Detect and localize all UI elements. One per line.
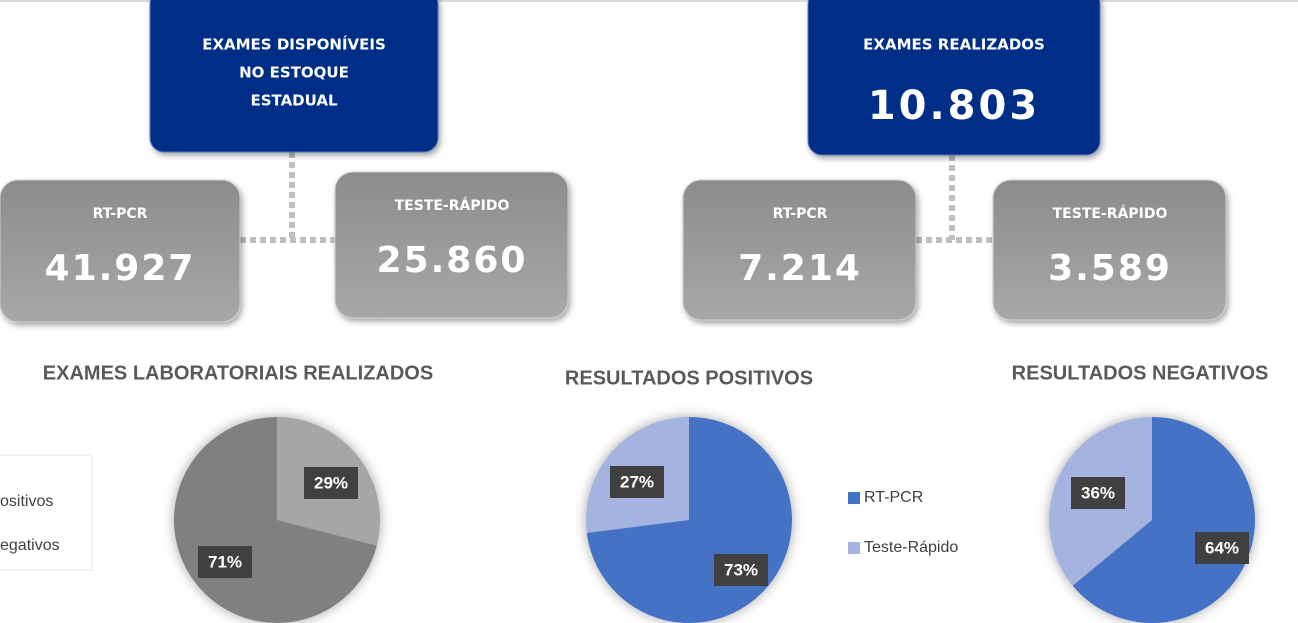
box-label: TESTE-RÁPIDO (1053, 205, 1168, 222)
charts: EXAMES LABORATORIAIS REALIZADOS 29% 71% osi… (0, 362, 1268, 623)
box: RT-PCR 7.214 (682, 179, 917, 321)
pie-slice (1072, 417, 1255, 623)
label-bg (610, 466, 664, 498)
box-value: 41.927 (45, 248, 196, 289)
value-label: 36% (1081, 483, 1115, 502)
pie (1049, 417, 1255, 623)
box: TESTE-RÁPIDO 3.589 (992, 179, 1227, 321)
legend-frame (0, 454, 93, 571)
box-value: 7.214 (738, 248, 862, 289)
legend-swatch (848, 542, 860, 554)
chart-title: RESULTADOS POSITIVOS (565, 367, 813, 389)
legend-label: egativos (0, 537, 60, 554)
done-header (807, 0, 1101, 156)
box-bg (992, 179, 1227, 321)
legend-label: ositivos (0, 493, 53, 510)
label-bg (714, 554, 768, 586)
connector (916, 155, 993, 243)
box-bg (682, 179, 917, 321)
legend-label: Teste-Rápido (864, 539, 958, 556)
value-label: 64% (1205, 538, 1239, 557)
box-bg (334, 171, 569, 319)
chart-title: EXAMES LABORATORIAIS REALIZADOS (43, 362, 433, 384)
label-bg (198, 546, 252, 578)
stock-header (149, 0, 439, 153)
header-line: NO ESTOQUE (239, 64, 349, 82)
header-line: EXAMES DISPONÍVEIS (202, 35, 386, 54)
label-bg (1195, 532, 1249, 564)
box-label: RT-PCR (773, 206, 828, 222)
label-bg (1071, 477, 1125, 509)
box: TESTE-RÁPIDO 25.860 (334, 171, 569, 319)
box: RT-PCR 41.927 (0, 179, 241, 323)
value-label: 27% (620, 472, 654, 491)
box-value: 3.589 (1048, 248, 1172, 289)
box-value: 25.860 (377, 240, 528, 281)
label-bg (304, 467, 358, 499)
value-label: 71% (208, 552, 242, 571)
value-label: 29% (314, 473, 348, 492)
pie (174, 417, 381, 623)
header-title: EXAMES REALIZADOS (863, 36, 1045, 54)
box-label: RT-PCR (93, 206, 148, 222)
value-label: 73% (724, 560, 758, 579)
box-bg (0, 179, 241, 323)
total: 10.803 (868, 83, 1040, 129)
pie (586, 417, 793, 623)
chart-title: RESULTADOS NEGATIVOS (1012, 362, 1269, 384)
legend-swatch (848, 492, 860, 504)
legend-label: RT-PCR (864, 489, 923, 506)
header-line: ESTADUAL (250, 92, 338, 110)
connector (240, 152, 335, 243)
box-label: TESTE-RÁPIDO (395, 197, 510, 214)
